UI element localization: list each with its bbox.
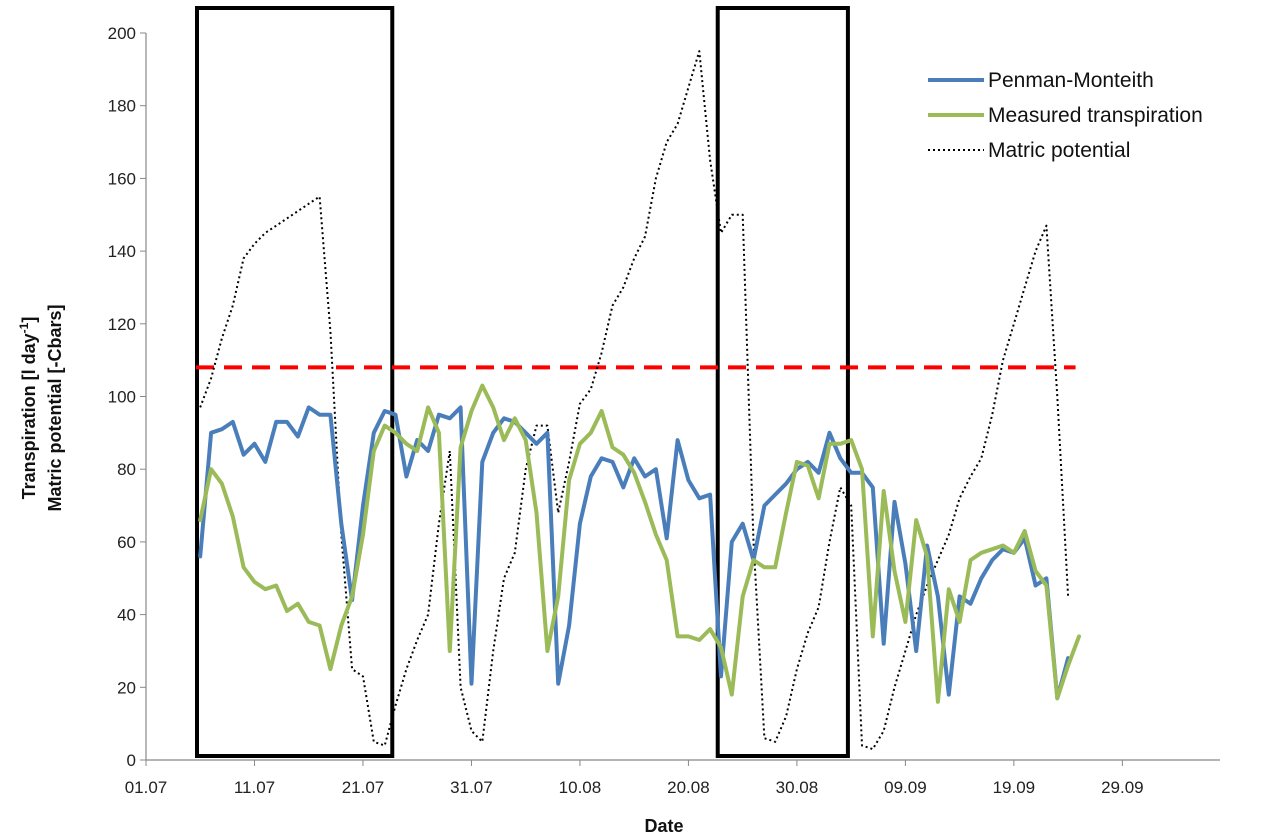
legend: Penman-Monteith Measured transpiration Mat… xyxy=(928,69,1203,162)
series-lines xyxy=(198,50,1081,751)
x-tick-label: 10.08 xyxy=(559,778,602,797)
y-axis-title-superscript: -1 xyxy=(17,322,31,333)
x-tick-label: 11.07 xyxy=(234,778,275,797)
y-tick-label: 20 xyxy=(117,678,136,697)
y-axis-title-line2: Matric potential [-Cbars] xyxy=(45,304,65,511)
y-axis-ticks: 0 20 40 60 80 100 120 140 160 180 200 xyxy=(108,24,146,770)
y-tick-label: 120 xyxy=(108,315,136,334)
y-axis-title: Transpiration [l day-1] Matric potential… xyxy=(17,304,65,511)
legend-label: Matric potential xyxy=(988,139,1130,162)
x-axis-title: Date xyxy=(644,816,683,836)
y-tick-label: 60 xyxy=(117,533,136,552)
y-axis-title-line1-text: Transpiration [l day xyxy=(19,333,39,499)
y-tick-label: 0 xyxy=(127,751,136,770)
series-line-measured-transpiration xyxy=(198,383,1081,704)
y-tick-label: 180 xyxy=(108,97,136,116)
y-tick-label: 80 xyxy=(117,460,136,479)
y-axis-title-line1: Transpiration [l day-1] xyxy=(17,317,39,500)
highlight-box xyxy=(195,6,395,758)
y-tick-label: 200 xyxy=(108,24,136,43)
highlight-boxes xyxy=(195,6,850,758)
highlight-box xyxy=(715,6,850,758)
x-tick-label: 21.07 xyxy=(342,778,385,797)
series-line-penman-monteith xyxy=(198,405,1071,701)
series-line-matric-potential xyxy=(199,50,1070,751)
y-tick-label: 40 xyxy=(117,606,136,625)
legend-label: Penman-Monteith xyxy=(988,69,1154,92)
legend-label: Measured transpiration xyxy=(988,104,1203,127)
y-axis-title-line1-end: ] xyxy=(19,317,39,323)
y-tick-label: 140 xyxy=(108,242,136,261)
y-tick-label: 100 xyxy=(108,388,136,407)
x-tick-label: 31.07 xyxy=(450,778,493,797)
y-tick-label: 160 xyxy=(108,169,136,188)
x-tick-label: 29.09 xyxy=(1101,778,1144,797)
x-tick-label: 30.08 xyxy=(776,778,819,797)
x-tick-label: 19.09 xyxy=(993,778,1036,797)
x-axis-ticks: 01.07 11.07 21.07 31.07 10.08 20.08 30.08 09.09… xyxy=(125,760,1144,797)
x-tick-label: 20.08 xyxy=(667,778,710,797)
x-tick-label: 09.09 xyxy=(884,778,927,797)
x-tick-label: 01.07 xyxy=(125,778,168,797)
